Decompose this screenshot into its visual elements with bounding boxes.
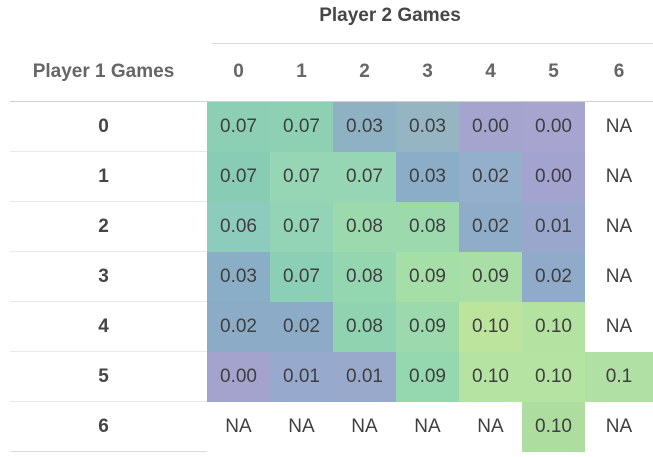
table-cell: NA bbox=[585, 402, 653, 452]
table-row: 4 0.02 0.02 0.08 0.09 0.10 0.10 NA bbox=[0, 301, 653, 352]
table-cell: 0.06 bbox=[207, 202, 270, 252]
row-label: 4 bbox=[98, 316, 109, 337]
header-bottom-border bbox=[10, 101, 653, 102]
table-cell: 0.1 bbox=[585, 352, 653, 402]
table-cell: 0.08 bbox=[333, 202, 396, 252]
row-label: 5 bbox=[98, 366, 109, 387]
row-label: 2 bbox=[98, 216, 109, 237]
table-cell: 0.09 bbox=[459, 252, 522, 302]
table-cell: 0.01 bbox=[522, 202, 585, 252]
col-header-1: 1 bbox=[296, 61, 307, 82]
row-label: 1 bbox=[98, 166, 109, 187]
col-header-2: 2 bbox=[359, 61, 370, 82]
table-cell: NA bbox=[585, 102, 653, 152]
table-cell: NA bbox=[270, 402, 333, 452]
table-cell: 0.08 bbox=[396, 202, 459, 252]
table-cell: 0.09 bbox=[396, 352, 459, 402]
table-cell: 0.02 bbox=[207, 302, 270, 352]
column-spanner-title: Player 2 Games bbox=[319, 5, 461, 26]
table-cell: 0.07 bbox=[270, 152, 333, 202]
table-cell: 0.03 bbox=[207, 252, 270, 302]
table-cell: NA bbox=[207, 402, 270, 452]
table-cell: 0.07 bbox=[207, 152, 270, 202]
table-cell: NA bbox=[585, 302, 653, 352]
table-cell: 0.03 bbox=[396, 102, 459, 152]
table-cell: 0.03 bbox=[396, 152, 459, 202]
col-header-4: 4 bbox=[485, 61, 496, 82]
table-cell: 0.02 bbox=[459, 202, 522, 252]
table-cell: 0.02 bbox=[459, 152, 522, 202]
spanner-underline bbox=[212, 43, 653, 44]
table-cell: 0.10 bbox=[459, 302, 522, 352]
table-cell: 0.07 bbox=[333, 152, 396, 202]
col-header-6: 6 bbox=[613, 61, 625, 82]
col-header-0: 0 bbox=[233, 61, 244, 82]
table-cell: 0.10 bbox=[522, 402, 585, 452]
table-cell: NA bbox=[585, 152, 653, 202]
table-cell: 0.01 bbox=[270, 352, 333, 402]
table-cell: 0.09 bbox=[396, 302, 459, 352]
table-row: 2 0.06 0.07 0.08 0.08 0.02 0.01 NA bbox=[0, 201, 653, 252]
header-row: Player 1 Games 0 1 2 3 4 5 6 bbox=[0, 43, 653, 101]
table-cell: 0.07 bbox=[270, 102, 333, 152]
table-row: 3 0.03 0.07 0.08 0.09 0.09 0.02 NA bbox=[0, 251, 653, 302]
table-cell: 0.00 bbox=[459, 102, 522, 152]
table-row: 5 0.00 0.01 0.01 0.09 0.10 0.10 0.1 bbox=[0, 351, 653, 402]
table-row: 6 NA NA NA NA NA 0.10 NA bbox=[0, 401, 653, 452]
table-cell: 0.10 bbox=[459, 352, 522, 402]
table-cell: 0.09 bbox=[396, 252, 459, 302]
table-cell: 0.03 bbox=[333, 102, 396, 152]
table-cell: 0.08 bbox=[333, 252, 396, 302]
table-cell: 0.02 bbox=[522, 252, 585, 302]
table-cell: 0.10 bbox=[522, 302, 585, 352]
col-header-5: 5 bbox=[548, 61, 559, 82]
table-cell: NA bbox=[333, 402, 396, 452]
table-cell: NA bbox=[459, 402, 522, 452]
row-label: 3 bbox=[98, 266, 109, 287]
table-cell: 0.00 bbox=[522, 102, 585, 152]
table-cell: NA bbox=[585, 202, 653, 252]
col-header-3: 3 bbox=[422, 61, 433, 82]
table-row: 1 0.07 0.07 0.07 0.03 0.02 0.00 NA bbox=[0, 151, 653, 202]
row-group-header: Player 1 Games bbox=[32, 61, 175, 82]
row-label: 0 bbox=[98, 116, 109, 137]
table-cell: 0.10 bbox=[522, 352, 585, 402]
table-cell: 0.08 bbox=[333, 302, 396, 352]
table-cell: 0.00 bbox=[207, 352, 270, 402]
table-cell: 0.02 bbox=[270, 302, 333, 352]
table-cell: 0.07 bbox=[207, 102, 270, 152]
table-row: 0 0.07 0.07 0.03 0.03 0.00 0.00 NA bbox=[0, 102, 653, 152]
table-cell: NA bbox=[396, 402, 459, 452]
table-cell: 0.07 bbox=[270, 202, 333, 252]
table-cell: 0.00 bbox=[522, 152, 585, 202]
table-body: 0 0.07 0.07 0.03 0.03 0.00 0.00 NA 1 0.0… bbox=[0, 102, 653, 452]
table-cell: 0.01 bbox=[333, 352, 396, 402]
table-cell: NA bbox=[585, 252, 653, 302]
row-label: 6 bbox=[98, 416, 109, 437]
table-cell: 0.07 bbox=[270, 252, 333, 302]
